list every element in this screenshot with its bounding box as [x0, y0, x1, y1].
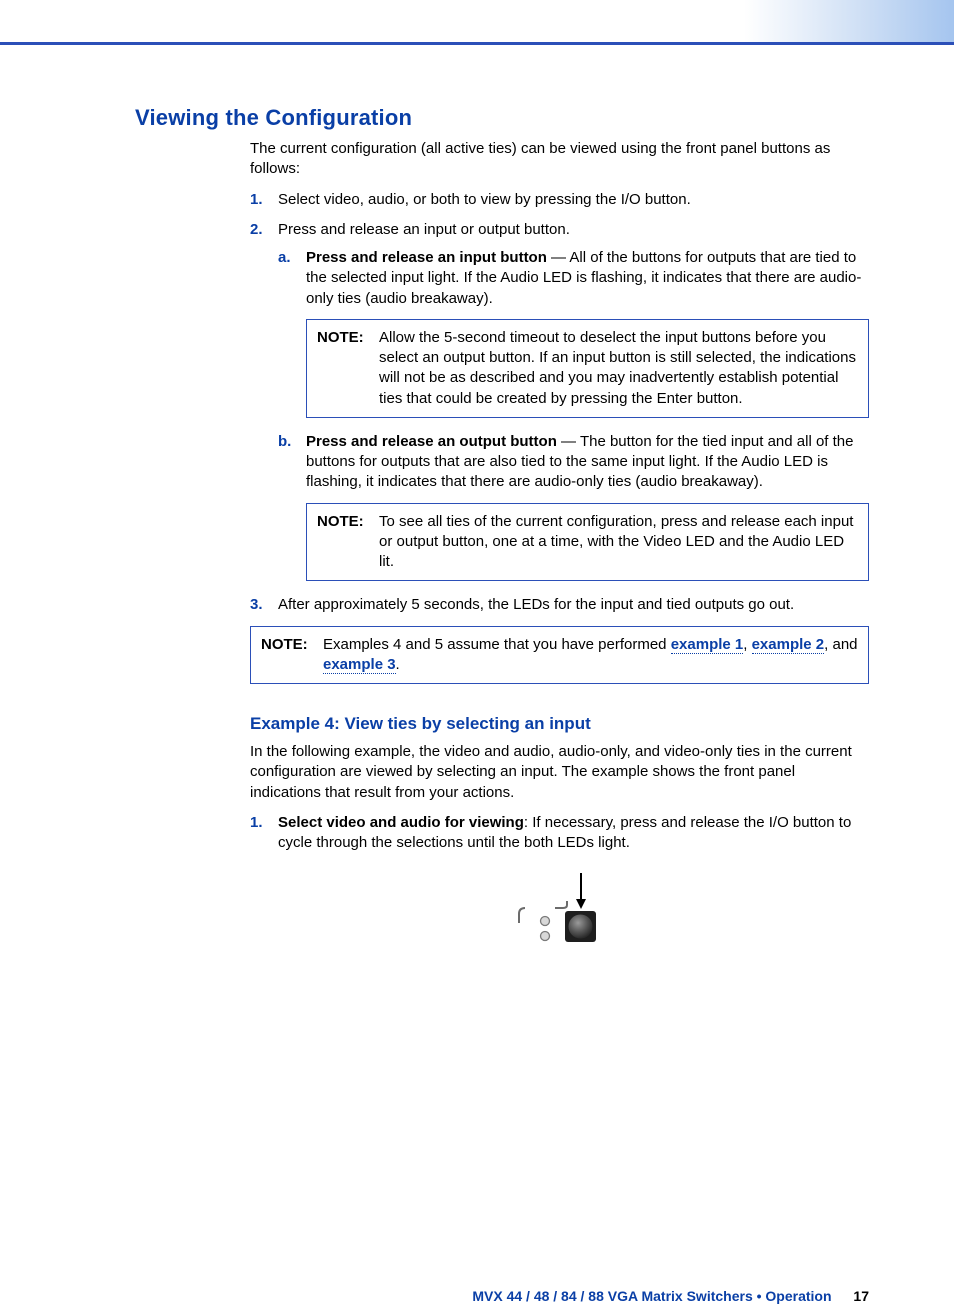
led-audio-icon	[540, 932, 549, 941]
example-4-list: 1. Select video and audio for viewing: I…	[250, 813, 869, 854]
link-example-3[interactable]: example 3	[323, 656, 396, 674]
io-button-cap-icon	[568, 915, 592, 939]
note-2-text: To see all ties of the current configura…	[379, 512, 858, 573]
note-1-label: NOTE:	[317, 328, 379, 409]
body-indent: The current configuration (all active ti…	[250, 139, 869, 968]
alpha-list: a. Press and release an input button — A…	[278, 248, 869, 581]
link-example-2[interactable]: example 2	[752, 636, 825, 654]
step-2-text: Press and release an input or output but…	[278, 221, 570, 238]
step-2b: b. Press and release an output button — …	[278, 432, 869, 582]
step-1-text: Select video, audio, or both to view by …	[278, 191, 691, 208]
note-2-label: NOTE:	[317, 512, 379, 573]
note-box-1: NOTE: Allow the 5-second timeout to dese…	[306, 319, 869, 418]
step-2a: a. Press and release an input button — A…	[278, 248, 869, 418]
button-figure	[250, 873, 869, 968]
arrow-head-icon	[576, 899, 586, 909]
example-4-step-1: 1. Select video and audio for viewing: I…	[250, 813, 869, 854]
note-3-text: Examples 4 and 5 assume that you have pe…	[323, 635, 858, 676]
step-3-text: After approximately 5 seconds, the LEDs …	[278, 596, 794, 613]
led-video-icon	[540, 917, 549, 926]
note-1-text: Allow the 5-second timeout to deselect t…	[379, 328, 858, 409]
note-3-c2: , and	[824, 636, 857, 653]
footer-doc-title: MVX 44 / 48 / 84 / 88 VGA Matrix Switche…	[472, 1288, 831, 1304]
step-2b-marker: b.	[278, 432, 291, 452]
step-3-marker: 3.	[250, 595, 263, 615]
numbered-list: 1. Select video, audio, or both to view …	[250, 190, 869, 616]
note-box-3: NOTE: Examples 4 and 5 assume that you h…	[250, 626, 869, 685]
note-box-2: NOTE: To see all ties of the current con…	[306, 503, 869, 582]
bracket-left-icon	[519, 908, 525, 923]
section-heading: Viewing the Configuration	[135, 105, 869, 131]
note-3-pre: Examples 4 and 5 assume that you have pe…	[323, 636, 671, 653]
header-gradient-bar	[0, 0, 954, 45]
step-3: 3. After approximately 5 seconds, the LE…	[250, 595, 869, 615]
note-3-end: .	[396, 656, 400, 673]
note-3-c1: ,	[743, 636, 751, 653]
note-3-label: NOTE:	[261, 635, 323, 676]
step-1-marker: 1.	[250, 190, 263, 210]
step-1: 1. Select video, audio, or both to view …	[250, 190, 869, 210]
step-2a-bold: Press and release an input button	[306, 249, 547, 266]
page-footer: MVX 44 / 48 / 84 / 88 VGA Matrix Switche…	[0, 1288, 954, 1304]
step-2b-bold: Press and release an output button	[306, 433, 557, 450]
step-2: 2. Press and release an input or output …	[250, 220, 869, 582]
example-4-intro: In the following example, the video and …	[250, 742, 869, 803]
link-example-1[interactable]: example 1	[671, 636, 744, 654]
example-4-step-1-marker: 1.	[250, 813, 263, 833]
io-button-svg	[505, 873, 615, 963]
example-4-heading: Example 4: View ties by selecting an inp…	[250, 714, 869, 734]
example-4-step-1-bold: Select video and audio for viewing	[278, 814, 524, 831]
footer-page-number: 17	[853, 1288, 869, 1304]
step-2-marker: 2.	[250, 220, 263, 240]
step-2a-marker: a.	[278, 248, 291, 268]
intro-paragraph: The current configuration (all active ti…	[250, 139, 869, 180]
bracket-right-icon	[555, 901, 567, 908]
page-content: Viewing the Configuration The current co…	[0, 105, 954, 1028]
